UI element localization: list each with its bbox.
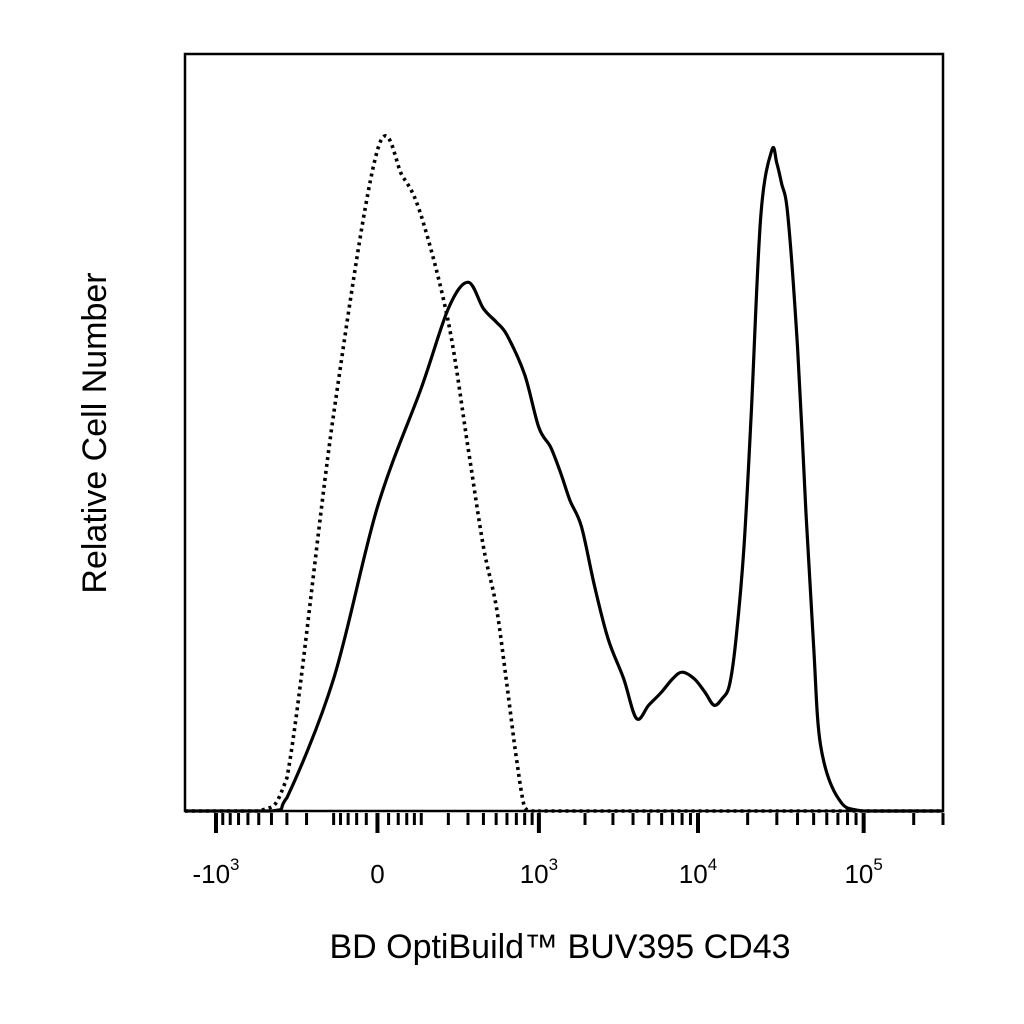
x-axis-label: BD OptiBuild™ BUV395 CD43 — [329, 928, 790, 966]
y-axis-label: Relative Cell Number — [76, 272, 114, 593]
x-tick-label: 105 — [844, 855, 882, 889]
stained-histogram-line — [185, 145, 943, 813]
x-tick-label: 104 — [679, 855, 717, 889]
histogram-curves — [185, 134, 943, 813]
x-tick-label: -103 — [192, 855, 239, 889]
x-axis-ticks — [214, 813, 945, 833]
x-tick-label: 0 — [370, 859, 384, 889]
x-axis-tick-labels: -103 0 103 104 105 — [192, 855, 882, 889]
control-histogram-line — [185, 134, 943, 813]
plot-frame — [183, 52, 945, 813]
x-tick-label: 103 — [520, 855, 558, 889]
